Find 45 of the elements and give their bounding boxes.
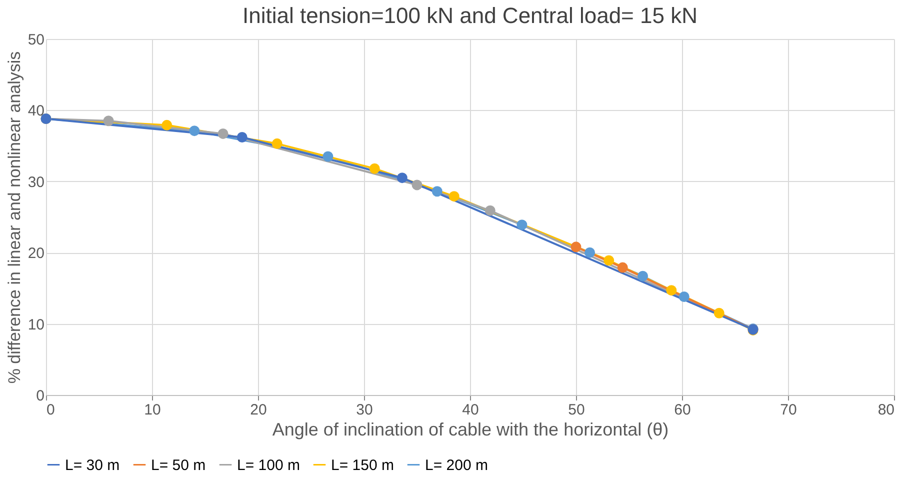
point — [322, 151, 334, 162]
point — [272, 138, 282, 149]
x-tick-label: 40 — [462, 402, 479, 418]
x-tick-label: 70 — [780, 402, 797, 418]
x-tick-label: 30 — [356, 402, 373, 418]
point — [516, 220, 528, 230]
x-tick-label: 80 — [878, 402, 894, 418]
point — [396, 172, 408, 184]
point — [218, 128, 228, 139]
point — [604, 255, 614, 266]
y-tick-label: 10 — [28, 316, 44, 334]
point — [617, 262, 628, 273]
legend-label: L= 150 m — [331, 456, 394, 474]
point — [369, 163, 380, 174]
y-axis-title: % difference in linear and nonlinear analysis — [4, 51, 24, 384]
point — [412, 180, 422, 190]
legend-label: L= 30 m — [65, 456, 120, 474]
point — [162, 120, 172, 130]
x-tick-label: 0 — [46, 402, 55, 418]
point — [638, 270, 648, 282]
point — [666, 285, 677, 296]
point — [678, 292, 690, 302]
point — [189, 126, 200, 136]
y-tick-label: 40 — [28, 102, 44, 120]
point — [714, 308, 724, 318]
legend-label: L= 100 m — [237, 456, 300, 474]
point — [448, 191, 460, 202]
x-tick-label: 60 — [674, 402, 691, 418]
point — [484, 205, 496, 216]
point — [570, 242, 582, 252]
y-tick-label: 0 — [36, 388, 44, 404]
y-tick-label: 50 — [28, 32, 44, 48]
point — [103, 116, 114, 126]
x-axis-title: Angle of inclination of cable with the horizontal (θ) — [272, 420, 669, 440]
point — [584, 247, 596, 258]
x-tick-label: 50 — [568, 402, 585, 418]
legend-label: L= 200 m — [425, 456, 488, 474]
point — [432, 186, 442, 197]
legend-label: L= 50 m — [151, 456, 206, 474]
x-tick-label: 20 — [250, 402, 267, 418]
chart-title: Initial tension=100 kN and Central load= 15 kN — [242, 3, 698, 28]
x-tick-label: 10 — [144, 402, 161, 418]
point — [236, 132, 248, 142]
y-tick-label: 30 — [28, 174, 44, 191]
y-tick-label: 20 — [28, 245, 44, 262]
